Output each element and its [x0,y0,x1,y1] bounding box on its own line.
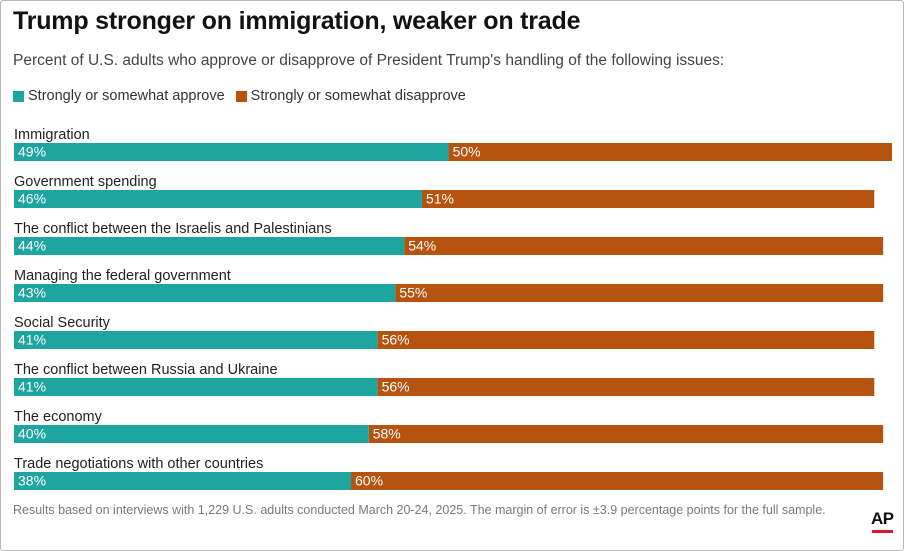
disapprove-value-label: 58% [373,426,401,442]
disapprove-value-label: 50% [453,144,481,160]
disapprove-bar [404,237,884,255]
category-label: The economy [14,409,103,425]
legend-item-approve: Strongly or somewhat approve [13,88,225,104]
category-label: Managing the federal government [14,268,231,284]
approve-value-label: 46% [18,191,46,207]
bar-row-the-conflict-between-the-israelis-and-palestinians: The conflict between the Israelis and Pa… [14,221,884,255]
legend-label-approve: Strongly or somewhat approve [28,88,225,104]
disapprove-value-label: 56% [382,332,410,348]
disapprove-value-label: 55% [399,285,427,301]
approve-bar [14,378,378,396]
legend-item-disapprove: Strongly or somewhat disapprove [235,88,466,104]
disapprove-value-label: 60% [355,473,383,489]
legend-swatch-approve [13,90,24,102]
bar-row-the-conflict-between-russia-and-ukraine: The conflict between Russia and Ukraine4… [14,362,875,396]
disapprove-bar [351,472,884,490]
legend-label-disapprove: Strongly or somewhat disapprove [250,88,466,104]
category-label: Government spending [14,174,157,190]
approve-value-label: 40% [18,426,46,442]
approve-value-label: 44% [18,238,46,254]
ap-logo: AP [871,509,894,528]
approve-bar [14,143,449,161]
approve-bar [14,425,369,443]
category-label: The conflict between Russia and Ukraine [14,362,278,378]
approve-bar [14,472,352,490]
disapprove-bar [448,143,892,161]
approve-bar [14,237,405,255]
category-label: The conflict between the Israelis and Pa… [14,221,332,237]
ap-logo-underline [872,530,893,533]
approve-value-label: 38% [18,473,46,489]
approve-bar [14,190,422,208]
disapprove-bar [368,425,884,443]
chart-title: Trump stronger on immigration, weaker on… [13,7,581,35]
approve-value-label: 43% [18,285,46,301]
approve-bar [14,284,396,302]
chart-subtitle: Percent of U.S. adults who approve or di… [13,52,725,69]
approve-value-label: 41% [18,379,46,395]
legend: Strongly or somewhat approve Strongly or… [13,88,477,104]
bar-row-trade-negotiations-with-other-countries: Trade negotiations with other countries3… [14,456,884,490]
approve-bar [14,331,378,349]
category-label: Trade negotiations with other countries [14,456,263,472]
approve-value-label: 49% [18,144,46,160]
disapprove-value-label: 56% [382,379,410,395]
disapprove-value-label: 51% [426,191,454,207]
disapprove-bar [421,190,875,208]
category-label: Social Security [14,315,111,331]
disapprove-bar [377,378,875,396]
disapprove-bar [377,331,875,349]
category-label: Immigration [14,127,90,143]
approve-value-label: 41% [18,332,46,348]
disapprove-bar [395,284,884,302]
footer-note: Results based on interviews with 1,229 U… [13,503,826,517]
legend-swatch-disapprove [235,90,247,102]
disapprove-value-label: 54% [408,238,436,254]
